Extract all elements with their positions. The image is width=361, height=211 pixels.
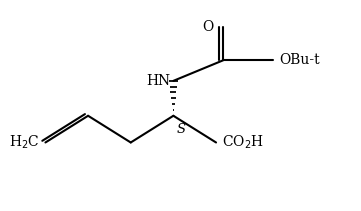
Text: HN: HN <box>147 74 170 88</box>
Text: OBu-t: OBu-t <box>279 53 320 67</box>
Text: CO$_2$H: CO$_2$H <box>222 134 265 151</box>
Text: H$_2$C: H$_2$C <box>9 134 39 151</box>
Text: O: O <box>203 20 214 34</box>
Text: S: S <box>177 123 186 136</box>
